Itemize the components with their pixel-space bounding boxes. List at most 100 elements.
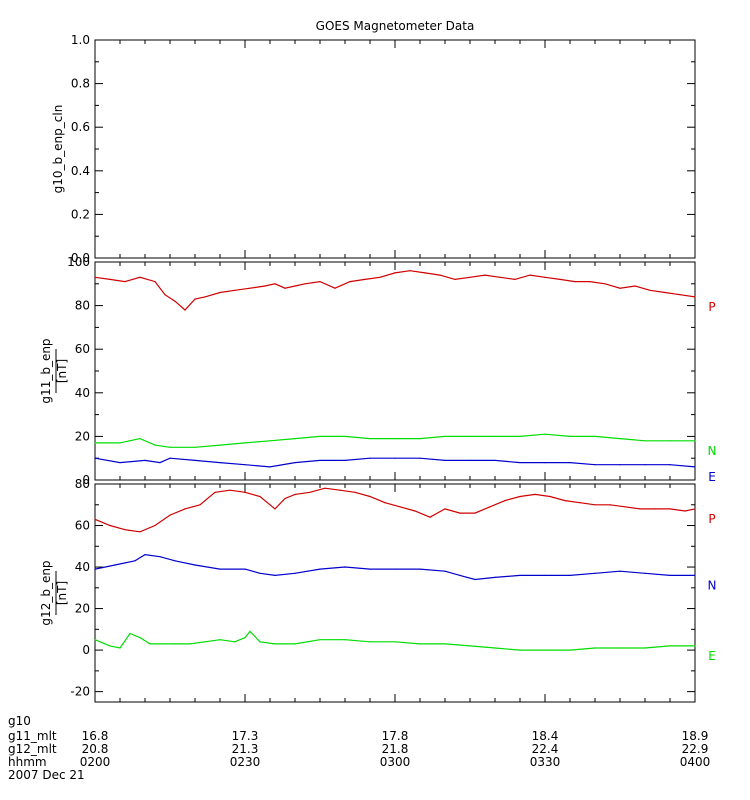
y-axis-label: g11_b_enp	[39, 338, 53, 403]
y-tick-label: 0	[82, 643, 90, 657]
data-point-E-2	[519, 649, 521, 651]
data-point-P-2	[519, 495, 521, 498]
x-tick-label: 0300	[380, 755, 411, 769]
data-point-E-1	[344, 459, 346, 461]
y-tick-label: 100	[67, 255, 90, 269]
data-point-E-2	[469, 645, 471, 647]
panel-frame-0	[94, 39, 696, 259]
data-point-N-1	[694, 440, 696, 442]
x-tick-label: 0330	[530, 755, 561, 769]
data-point-P-1	[484, 274, 486, 276]
data-point-P-1	[184, 309, 186, 311]
data-point-P-2	[444, 508, 446, 510]
data-point-E-2	[94, 639, 96, 641]
data-point-N-2	[274, 574, 276, 577]
data-point-N-2	[519, 574, 521, 577]
data-point-N-2	[344, 566, 346, 568]
data-point-P-2	[694, 508, 696, 510]
data-point-N-2	[544, 574, 546, 577]
data-point-P-1	[154, 281, 156, 283]
data-point-P-1	[664, 291, 666, 294]
y-tick-label: 0.8	[71, 77, 90, 91]
data-point-P-1	[274, 283, 276, 285]
x-tick-label: 18.9	[682, 729, 709, 743]
data-point-E-2	[494, 647, 496, 649]
data-point-P-1	[544, 276, 546, 278]
data-point-P-2	[384, 502, 386, 504]
data-point-E-1	[619, 464, 621, 466]
data-point-E-2	[174, 643, 176, 645]
data-point-P-2	[534, 493, 536, 495]
data-point-E-2	[369, 641, 371, 643]
data-point-N-1	[244, 442, 246, 444]
data-point-N-2	[219, 568, 221, 570]
y-tick-label: 40	[75, 560, 90, 574]
data-point-E-2	[109, 645, 111, 647]
x-tick-label: 0400	[680, 755, 711, 769]
data-point-P-1	[164, 294, 166, 296]
data-point-P-2	[184, 508, 186, 510]
data-point-P-2	[109, 524, 111, 527]
x-tick-label: 22.4	[532, 742, 559, 756]
data-point-P-2	[669, 508, 671, 510]
data-point-P-1	[454, 278, 456, 280]
data-point-E-2	[669, 645, 671, 647]
data-point-E-1	[469, 459, 471, 461]
data-point-P-1	[304, 283, 306, 285]
data-point-E-2	[544, 649, 546, 651]
data-point-E-1	[194, 459, 196, 461]
data-point-E-2	[139, 637, 141, 639]
data-point-N-2	[474, 578, 476, 581]
y-tick-label: 0.0	[71, 251, 90, 265]
data-point-E-1	[519, 462, 521, 464]
data-point-E-2	[294, 643, 296, 645]
data-point-P-2	[94, 518, 96, 520]
series-line-P-2	[94, 487, 696, 533]
data-point-E-1	[419, 457, 421, 459]
data-point-P-1	[174, 300, 176, 302]
data-point-P-1	[424, 272, 426, 274]
data-point-E-1	[244, 464, 246, 466]
data-point-P-1	[409, 270, 411, 272]
y-tick-label: 0	[82, 473, 90, 487]
data-point-E-1	[169, 457, 171, 459]
data-point-E-1	[144, 459, 146, 461]
x-tick-label: 17.3	[232, 729, 259, 743]
data-point-P-2	[684, 510, 686, 512]
data-point-N-2	[419, 568, 421, 570]
data-point-E-2	[259, 641, 261, 643]
data-point-N-2	[494, 576, 496, 579]
y-tick-label: 20	[75, 602, 90, 616]
data-point-E-2	[149, 643, 151, 645]
y-axis-units: [nT]	[55, 359, 69, 383]
data-point-E-2	[394, 641, 396, 643]
data-point-N-1	[494, 435, 496, 437]
x-row-label: hhmm	[8, 755, 47, 769]
data-point-N-1	[219, 444, 221, 446]
data-point-P-2	[214, 491, 216, 493]
data-point-N-2	[159, 556, 161, 558]
data-point-P-1	[589, 281, 591, 283]
data-point-P-2	[309, 491, 311, 493]
data-point-E-2	[694, 645, 696, 647]
data-point-P-1	[559, 278, 561, 280]
x-tick-label: 20.8	[82, 742, 109, 756]
data-point-P-1	[469, 276, 471, 278]
data-point-N-1	[644, 440, 646, 442]
data-point-N-1	[669, 440, 671, 442]
data-point-E-1	[94, 457, 96, 459]
data-point-P-1	[364, 278, 366, 280]
data-point-N-2	[134, 560, 136, 562]
data-point-N-2	[174, 560, 176, 562]
data-point-N-1	[119, 442, 121, 444]
data-point-E-2	[644, 647, 646, 649]
data-point-E-1	[119, 462, 121, 464]
data-point-P-2	[139, 531, 141, 533]
data-point-N-2	[144, 554, 146, 556]
data-point-P-1	[619, 287, 621, 289]
data-point-N-1	[594, 435, 596, 437]
data-point-P-1	[204, 296, 206, 298]
data-point-P-1	[194, 298, 196, 300]
data-point-P-2	[339, 489, 341, 491]
